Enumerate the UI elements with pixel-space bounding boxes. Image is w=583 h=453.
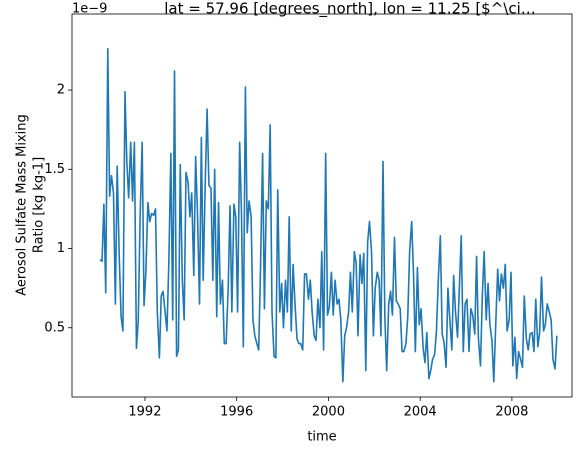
x-tick-label: 2008 [495, 405, 528, 420]
x-axis-label: time [307, 430, 336, 445]
y-tick-label: 0.5 [44, 320, 65, 335]
x-tick-label: 2004 [404, 405, 437, 420]
plot-frame [71, 13, 573, 398]
x-tick-label: 1996 [220, 405, 253, 420]
y-axis-label: Ratio [kg kg-1] [32, 157, 47, 253]
y-tick-label: 1 [57, 241, 65, 256]
offset-text: 1e−9 [72, 2, 107, 17]
y-axis-label: Aerosol Sulfate Mass Mixing [15, 114, 30, 296]
x-tick-label: 1992 [128, 405, 161, 420]
data-line [99, 48, 558, 383]
chart-title: lat = 57.96 [degrees_north], lon = 11.25… [164, 0, 536, 19]
y-tick-label: 1.5 [44, 162, 65, 177]
y-tick-label: 2 [57, 83, 65, 98]
x-tick-label: 2000 [312, 405, 345, 420]
